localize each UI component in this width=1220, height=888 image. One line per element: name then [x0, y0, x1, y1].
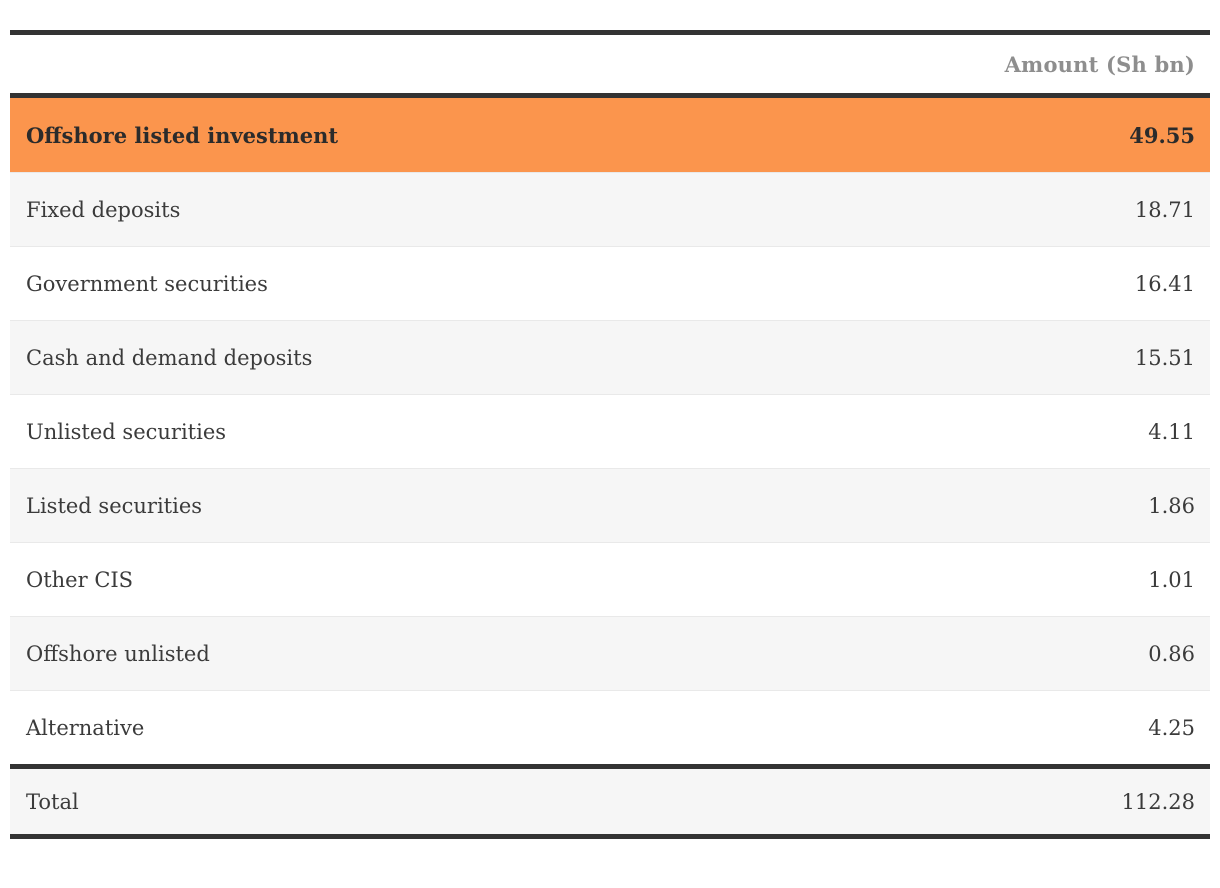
table-row-government-securities: Government securities 16.41 [10, 246, 1210, 320]
row-value: 4.25 [1148, 715, 1195, 740]
table-row-fixed-deposits: Fixed deposits 18.71 [10, 172, 1210, 246]
row-label: Cash and demand deposits [26, 345, 313, 370]
row-value: 1.86 [1148, 493, 1195, 518]
table-row-cash-demand-deposits: Cash and demand deposits 15.51 [10, 320, 1210, 394]
table-body: Offshore listed investment 49.55 Fixed d… [10, 93, 1210, 764]
row-label: Offshore unlisted [26, 641, 210, 666]
table-row-offshore-listed: Offshore listed investment 49.55 [10, 98, 1210, 172]
row-value: 0.86 [1148, 641, 1195, 666]
table-row-other-cis: Other CIS 1.01 [10, 542, 1210, 616]
row-label: Listed securities [26, 493, 203, 518]
total-label: Total [26, 789, 79, 814]
row-label: Unlisted securities [26, 419, 227, 444]
row-value: 15.51 [1134, 345, 1195, 370]
table-row-listed-securities: Listed securities 1.86 [10, 468, 1210, 542]
row-value: 1.01 [1148, 567, 1195, 592]
row-value: 4.11 [1148, 419, 1195, 444]
amount-column-header: Amount (Sh bn) [1004, 51, 1195, 77]
investments-table: Amount (Sh bn) Offshore listed investmen… [10, 30, 1210, 839]
row-label: Fixed deposits [26, 197, 181, 222]
row-value: 16.41 [1134, 271, 1195, 296]
row-label: Alternative [26, 715, 145, 740]
row-value: 49.55 [1129, 122, 1195, 148]
row-label: Government securities [26, 271, 268, 296]
table-row-alternative: Alternative 4.25 [10, 690, 1210, 764]
total-value: 112.28 [1121, 789, 1195, 814]
row-label: Offshore listed investment [26, 122, 339, 148]
table-row-offshore-unlisted: Offshore unlisted 0.86 [10, 616, 1210, 690]
table-total-row: Total 112.28 [10, 764, 1210, 839]
row-value: 18.71 [1134, 197, 1195, 222]
table-header-row: Amount (Sh bn) [10, 30, 1210, 93]
table-row-unlisted-securities: Unlisted securities 4.11 [10, 394, 1210, 468]
row-label: Other CIS [26, 567, 134, 592]
